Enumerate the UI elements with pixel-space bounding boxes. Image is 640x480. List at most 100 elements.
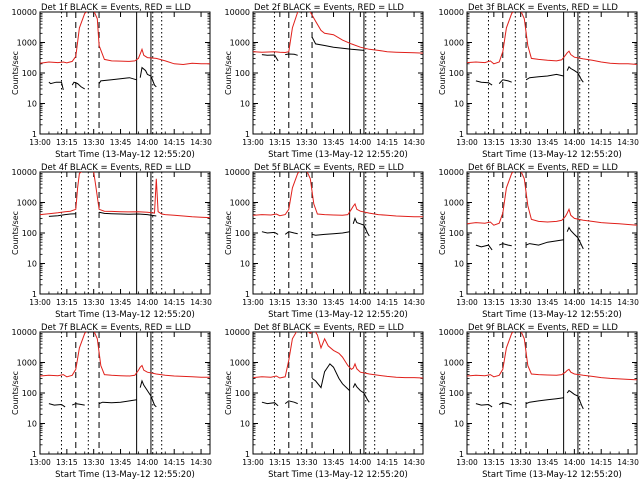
y-tick-label: 100 xyxy=(22,229,37,238)
plot-frame xyxy=(466,331,638,455)
y-tick-label: 1000 xyxy=(230,39,250,48)
x-tick-label: 13:00 xyxy=(456,138,478,147)
x-tick-label: 13:45 xyxy=(323,458,345,467)
y-tick-label: 1000 xyxy=(230,359,250,368)
y-tick-label: 10000 xyxy=(12,8,37,17)
x-tick-label: 14:00 xyxy=(564,138,586,147)
event-rate-line xyxy=(139,379,157,408)
y-axis-label: Counts/sec xyxy=(11,51,20,95)
x-tick-label: 14:30 xyxy=(617,138,639,147)
y-tick-label: 1000 xyxy=(230,199,250,208)
detector-panel: 1 10 100 1000 10000 13:00 13:15 13:30 13:45 14:00… xyxy=(438,163,639,320)
x-tick-label: 14:30 xyxy=(617,298,639,307)
x-axis-label: Start Time (13-May-12 12:55:20) xyxy=(268,150,408,160)
y-tick-label: 100 xyxy=(22,389,37,398)
y-tick-label: 100 xyxy=(449,229,464,238)
x-tick-label: 13:30 xyxy=(510,458,532,467)
event-rate-line xyxy=(311,36,364,51)
y-tick-label: 1000 xyxy=(17,359,37,368)
panel-title: Det 1f BLACK = Events, RED = LLD xyxy=(41,3,191,13)
y-tick-label: 100 xyxy=(22,69,37,78)
detector-panel: 1 10 100 1000 10000 13:00 13:15 13:30 13:45 14:00… xyxy=(11,323,212,480)
x-tick-label: 13:45 xyxy=(537,298,559,307)
x-tick-label: 14:15 xyxy=(163,138,185,147)
plot-frame xyxy=(252,11,424,135)
x-axis-label: Start Time (13-May-12 12:55:20) xyxy=(268,470,408,480)
x-tick-label: 14:30 xyxy=(617,458,639,467)
plot-frame xyxy=(39,171,211,295)
lld-rate-line xyxy=(40,332,210,378)
detector-panel: 1 10 100 1000 10000 13:00 13:15 13:30 13:45 14:00… xyxy=(224,323,425,480)
detector-panel: 1 10 100 1000 10000 13:00 13:15 13:30 13:45 14:00… xyxy=(11,163,212,320)
event-rate-line xyxy=(352,216,370,237)
event-rate-line xyxy=(311,363,350,391)
x-tick-label: 13:45 xyxy=(323,138,345,147)
y-axis-label: Counts/sec xyxy=(11,371,20,415)
panel-title: Det 7f BLACK = Events, RED = LLD xyxy=(41,323,191,333)
y-tick-label: 10000 xyxy=(225,168,250,177)
event-rate-line xyxy=(566,65,584,83)
y-tick-label: 1000 xyxy=(17,199,37,208)
x-axis-label: Start Time (13-May-12 12:55:20) xyxy=(482,150,622,160)
x-tick-label: 14:00 xyxy=(350,458,372,467)
x-tick-label: 13:15 xyxy=(56,138,78,147)
x-tick-label: 13:30 xyxy=(83,298,105,307)
x-tick-label: 13:30 xyxy=(83,138,105,147)
x-tick-label: 13:15 xyxy=(483,298,505,307)
event-rate-line xyxy=(284,400,298,405)
event-rate-line xyxy=(72,403,85,406)
y-tick-label: 100 xyxy=(235,389,250,398)
x-axis-label: Start Time (13-May-12 12:55:20) xyxy=(55,470,195,480)
lld-rate-line xyxy=(253,332,423,379)
x-tick-label: 13:15 xyxy=(483,458,505,467)
x-tick-label: 13:30 xyxy=(296,298,318,307)
event-rate-line xyxy=(98,211,157,217)
x-tick-label: 14:30 xyxy=(190,138,212,147)
y-tick-label: 1 xyxy=(32,290,37,299)
event-rate-line xyxy=(98,399,137,405)
y-tick-label: 100 xyxy=(449,69,464,78)
lld-rate-line xyxy=(253,172,423,218)
plot-frame xyxy=(466,171,638,295)
y-tick-label: 1 xyxy=(459,290,464,299)
x-axis-label: Start Time (13-May-12 12:55:20) xyxy=(55,150,195,160)
y-tick-label: 10 xyxy=(27,100,37,109)
lld-rate-line xyxy=(467,172,637,226)
x-tick-label: 14:15 xyxy=(590,298,612,307)
y-tick-label: 10 xyxy=(27,420,37,429)
x-tick-label: 13:00 xyxy=(456,298,478,307)
event-rate-line xyxy=(261,231,279,235)
x-tick-label: 13:00 xyxy=(29,458,51,467)
x-tick-label: 13:00 xyxy=(242,138,264,147)
y-tick-label: 10 xyxy=(240,420,250,429)
x-tick-label: 13:15 xyxy=(56,298,78,307)
x-tick-label: 13:30 xyxy=(296,458,318,467)
detector-panel: 1 10 100 1000 10000 13:00 13:15 13:30 13:45 14:00… xyxy=(438,323,639,480)
x-tick-label: 13:00 xyxy=(29,298,51,307)
y-tick-label: 1000 xyxy=(444,39,464,48)
detector-panel: 1 10 100 1000 10000 13:00 13:15 13:30 13:45 14:00… xyxy=(11,3,212,160)
event-rate-line xyxy=(525,73,564,81)
y-axis-label: Counts/sec xyxy=(438,51,447,95)
y-tick-label: 1 xyxy=(32,450,37,459)
x-tick-label: 13:00 xyxy=(29,138,51,147)
panel-title: Det 8f BLACK = Events, RED = LLD xyxy=(254,323,404,333)
event-rate-line xyxy=(566,226,584,250)
y-tick-label: 1000 xyxy=(444,359,464,368)
x-tick-label: 14:15 xyxy=(590,138,612,147)
x-tick-label: 13:00 xyxy=(242,298,264,307)
y-axis-label: Counts/sec xyxy=(11,211,20,255)
x-tick-label: 14:00 xyxy=(350,298,372,307)
y-tick-label: 10000 xyxy=(12,168,37,177)
y-tick-label: 10 xyxy=(454,420,464,429)
event-rate-line xyxy=(352,382,370,403)
x-tick-label: 14:15 xyxy=(163,298,185,307)
event-rate-line xyxy=(48,403,66,408)
lld-rate-line xyxy=(253,12,423,54)
y-tick-label: 1 xyxy=(245,290,250,299)
y-tick-label: 1 xyxy=(459,130,464,139)
y-axis-label: Counts/sec xyxy=(224,51,233,95)
x-axis-label: Start Time (13-May-12 12:55:20) xyxy=(55,310,195,320)
y-tick-label: 10 xyxy=(454,260,464,269)
